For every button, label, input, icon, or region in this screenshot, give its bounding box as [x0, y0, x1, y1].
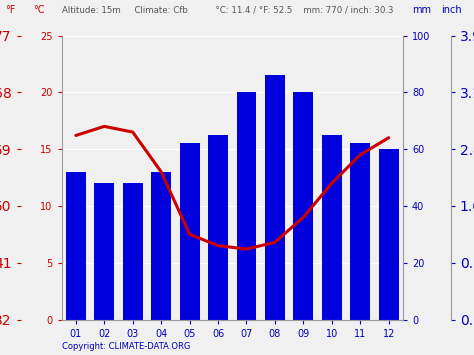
- Text: Altitude: 15m     Climate: Cfb          °C: 11.4 / °F: 52.5    mm: 770 / inch: 3: Altitude: 15m Climate: Cfb °C: 11.4 / °F…: [62, 5, 393, 14]
- Text: °F: °F: [5, 5, 15, 15]
- Text: Copyright: CLIMATE-DATA.ORG: Copyright: CLIMATE-DATA.ORG: [62, 343, 190, 351]
- Text: inch: inch: [441, 5, 462, 15]
- Bar: [379, 149, 399, 320]
- Bar: [123, 183, 143, 320]
- Bar: [265, 75, 285, 320]
- Bar: [237, 92, 256, 320]
- Bar: [322, 135, 342, 320]
- Text: mm: mm: [412, 5, 431, 15]
- Bar: [66, 172, 86, 320]
- Bar: [180, 143, 200, 320]
- Bar: [151, 172, 171, 320]
- Bar: [208, 135, 228, 320]
- Bar: [94, 183, 114, 320]
- Bar: [350, 143, 370, 320]
- Text: °C: °C: [33, 5, 45, 15]
- Bar: [293, 92, 313, 320]
